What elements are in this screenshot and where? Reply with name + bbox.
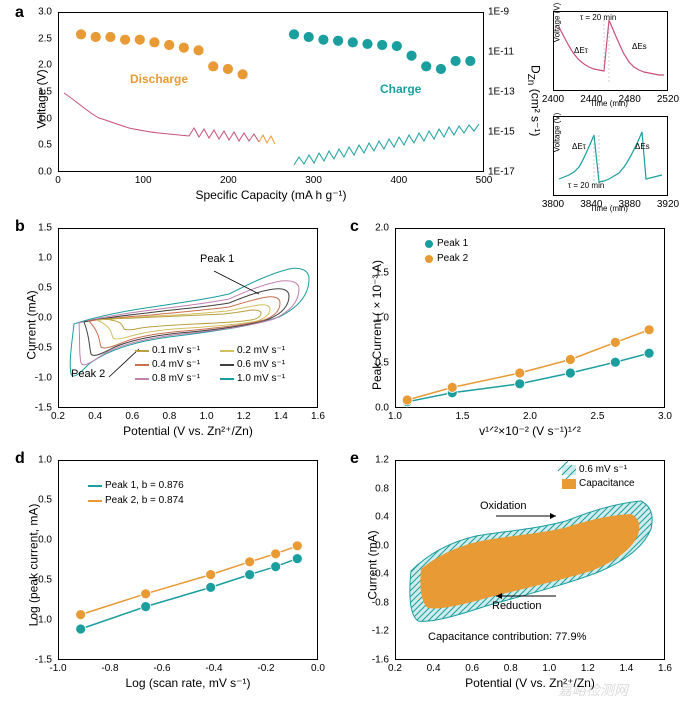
inset-top-ylabel: Voltage (V) — [552, 3, 561, 43]
panel-b-xlabel: Potential (V vs. Zn²⁺/Zn) — [58, 424, 318, 438]
panel-b-peak1: Peak 1 — [200, 253, 234, 265]
contribution-label: Capacitance contribution: 77.9% — [428, 631, 586, 643]
inset-bot-dEt: ΔEτ — [572, 142, 586, 151]
inset-top-dEt: ΔEτ — [574, 46, 588, 55]
legend-row: Peak 1 — [425, 238, 468, 249]
panel-c-ylabel: Peak Current ( × 10⁻³ A) — [370, 260, 384, 390]
reduction-label: Reduction — [492, 600, 542, 612]
panel-e-chart — [395, 460, 665, 660]
panel-a-xlabel: Specific Capacity (mA h g⁻¹) — [58, 188, 484, 202]
inset-bot-tau: τ = 20 min — [568, 181, 604, 190]
legend-row: Peak 2 — [425, 253, 468, 264]
legend-row: 0.1 mV s⁻¹ — [135, 345, 200, 356]
legend-row: Capacitance — [562, 478, 635, 489]
charge-label: Charge — [380, 82, 421, 96]
oxidation-label: Oxidation — [480, 500, 526, 512]
panel-c-xlabel: v¹ᐟ²×10⁻² (V s⁻¹)¹ᐟ² — [395, 424, 665, 438]
panel-b-peak2: Peak 2 — [71, 368, 105, 380]
panel-d-xlabel: Log (scan rate, mV s⁻¹) — [58, 676, 318, 690]
inset-bot-dEs: ΔEs — [635, 142, 650, 151]
watermark: 嘉峪检测网 — [558, 680, 628, 700]
inset-top-svg — [554, 12, 669, 92]
panel-a-ylabel-right: DZn (cm² s⁻¹) — [525, 65, 542, 136]
legend-row: 0.6 mV s⁻¹ — [562, 464, 627, 475]
legend-row: Peak 2, b = 0.874 — [88, 495, 184, 506]
legend-row: 0.8 mV s⁻¹ — [135, 373, 200, 384]
panel-a-inset-top — [553, 11, 668, 91]
legend-row: 0.2 mV s⁻¹ — [220, 345, 285, 356]
discharge-label: Discharge — [130, 72, 188, 86]
inset-top-dEs: ΔEs — [632, 42, 647, 51]
legend-row: 1.0 mV s⁻¹ — [220, 373, 285, 384]
inset-bot-ylabel: Voltage (V) — [552, 113, 561, 153]
inset-top-tau: τ = 20 min — [580, 13, 616, 22]
